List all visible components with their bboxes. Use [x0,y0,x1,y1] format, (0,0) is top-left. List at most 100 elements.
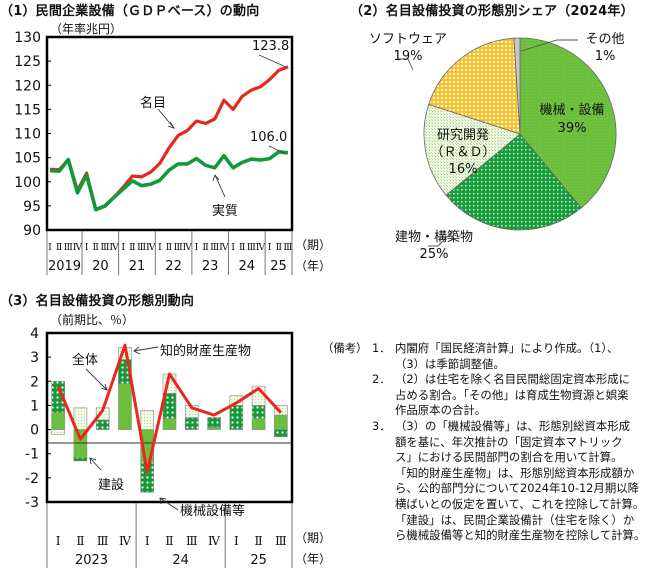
svg-text:Ⅲ: Ⅲ [97,534,109,548]
svg-text:24: 24 [172,553,189,568]
pie-label-machinery: 機械・設備 39% [539,103,605,136]
svg-text:Ⅲ: Ⅲ [210,243,219,253]
svg-text:Ⅳ: Ⅳ [183,243,193,253]
svg-text:Ⅲ: Ⅲ [186,534,198,548]
bar-segment [207,417,221,428]
svg-text:Ⅱ: Ⅱ [276,243,282,253]
svg-text:Ⅲ: Ⅲ [64,243,73,253]
bar-segment [118,383,132,430]
bar-segment [73,429,88,458]
svg-text:23: 23 [202,259,219,274]
bar-segment [251,418,266,430]
svg-text:Ⅱ: Ⅱ [166,243,172,253]
note-1: （備考） 1． 内閣府「国民経済計算」により作成。（1）、 [322,341,619,355]
bar-segment [251,385,266,406]
svg-text:Ⅲ: Ⅲ [100,243,109,253]
bar-segment [162,393,177,420]
svg-text:Ⅲ: Ⅲ [174,243,183,253]
nominal-end-leader [258,54,287,68]
svg-text:1: 1 [30,398,39,414]
svg-text:Ⅰ: Ⅰ [234,534,239,548]
ip-arrow [133,346,159,352]
panel1-y-axis: 90 95 100 105 110 115 120 125 130 [14,30,51,239]
svg-text:Ⅲ: Ⅲ [275,534,287,548]
bar-segment [207,426,221,430]
svg-text:Ⅳ: Ⅳ [73,243,83,253]
svg-text:25: 25 [250,553,267,568]
bar-segment [229,405,244,430]
bar-segment [274,429,288,438]
svg-text:105: 105 [14,151,41,167]
svg-text:2: 2 [30,374,39,390]
bar-segment [162,418,177,430]
svg-text:Ⅱ: Ⅱ [76,534,84,548]
svg-text:Ⅰ: Ⅰ [145,534,150,548]
bar-segment [274,414,288,430]
panel2-title: （2）名目設備投資の形態別シェア（2024年） [350,4,634,19]
svg-text:Ⅰ: Ⅰ [195,243,199,253]
panel3-bars [51,347,288,493]
real-label-arrow [214,174,226,198]
bar-segment [95,407,110,421]
svg-text:Ⅱ: Ⅱ [165,534,173,548]
nominal-label-arrow [157,108,175,129]
panel1-unit: （年率兆円） [50,22,123,36]
svg-text:Ⅱ: Ⅱ [129,243,135,253]
bar-segment [95,419,110,430]
svg-text:Ⅰ: Ⅰ [48,243,52,253]
svg-text:Ⅳ: Ⅳ [256,243,266,253]
bar-segment [140,409,155,430]
real-end-value: 106.0 [250,130,288,145]
svg-text:110: 110 [14,127,41,143]
machinery-arrow [159,497,179,511]
panel3-unit: （前期比、％） [50,313,135,327]
bar-segment [184,417,199,430]
bar-segment [118,347,132,360]
svg-text:3: 3 [30,350,39,366]
panel1-year-label: （年） [295,259,332,273]
svg-text:Ⅲ: Ⅲ [283,243,292,253]
bar-segment [51,412,65,430]
svg-text:120: 120 [14,78,41,94]
svg-text:Ⅲ: Ⅲ [247,243,256,253]
pie-label-construction: 建物・構築物 25% [394,230,473,262]
svg-text:125: 125 [14,54,41,70]
svg-text:Ⅰ: Ⅰ [121,243,125,253]
svg-text:130: 130 [14,30,41,46]
svg-text:Ⅱ: Ⅱ [255,534,263,548]
panel3-y-axis: -3 -2 -1 0 1 2 3 4 [25,326,51,511]
machinery-label: 機械設備等 [180,504,246,519]
svg-text:Ⅰ: Ⅰ [231,243,235,253]
svg-text:21: 21 [129,259,146,274]
svg-text:Ⅱ: Ⅱ [56,243,62,253]
bar-segment [274,405,288,416]
real-end-leader [268,145,287,155]
svg-text:115: 115 [14,102,41,118]
panel1-title: （1）民間企業設備（ＧＤＰベース）の動向 [0,4,260,19]
panel3-period-label: （期） [295,531,332,545]
svg-text:Ⅱ: Ⅱ [239,243,245,253]
panel3-year-label: （年） [295,552,332,566]
svg-text:25: 25 [270,259,287,274]
svg-text:Ⅰ: Ⅰ [56,534,61,548]
svg-text:95: 95 [23,199,41,215]
pie-slice-other [513,37,521,135]
pie-label-other: その他 1% [585,32,625,64]
total-label: 全体 [72,353,99,368]
bar-segment [73,407,88,430]
note-2: 2． （2）は住宅を除く名目民間総固定資本形成に [372,372,631,387]
bar-segment [118,359,132,384]
svg-text:-1: -1 [25,447,39,463]
svg-text:Ⅳ: Ⅳ [146,243,156,253]
svg-text:24: 24 [239,259,256,274]
bar-segment [51,429,65,435]
svg-text:Ⅰ: Ⅰ [85,243,89,253]
svg-text:90: 90 [23,223,41,239]
svg-text:Ⅳ: Ⅳ [219,243,229,253]
construction-label: 建設 [98,478,125,493]
construction-arrow [89,457,102,471]
bar-segment [140,461,155,493]
svg-text:Ⅳ: Ⅳ [208,534,221,548]
